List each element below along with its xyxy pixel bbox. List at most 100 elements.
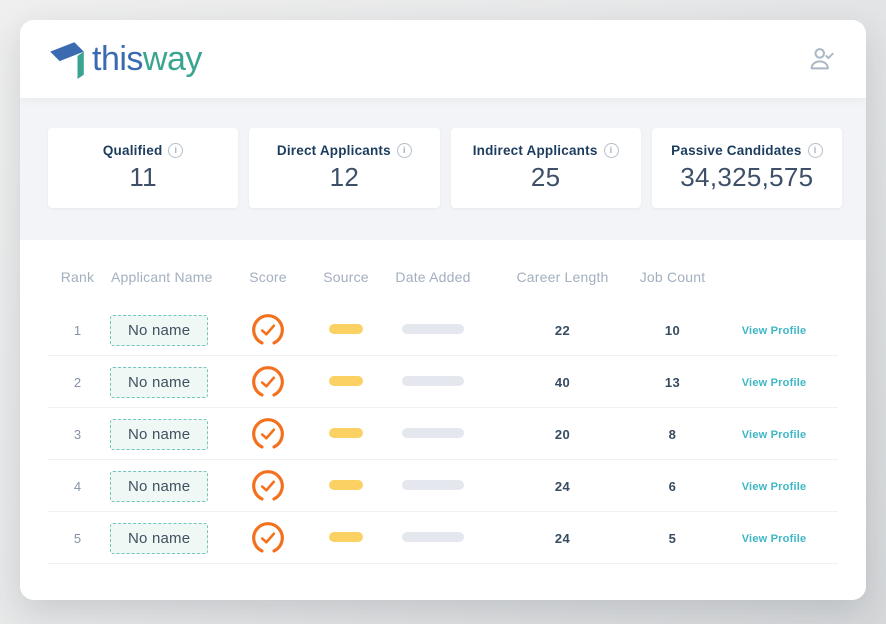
applicant-name-cell: No name	[105, 470, 220, 502]
source-placeholder-bar	[329, 480, 363, 490]
source-placeholder-bar	[329, 376, 363, 386]
source-cell	[316, 529, 376, 547]
date-added-cell	[376, 425, 490, 443]
info-icon[interactable]: i	[168, 143, 184, 158]
info-icon[interactable]: i	[807, 143, 823, 158]
applicant-name-badge: No name	[110, 470, 209, 502]
applicant-name-cell: No name	[105, 522, 220, 554]
column-header-score: Score	[249, 269, 287, 285]
date-added-placeholder-bar	[402, 480, 464, 490]
stat-label-text: Indirect Applicants	[472, 143, 598, 158]
source-cell	[316, 425, 376, 443]
view-profile-link[interactable]: View Profile	[741, 533, 807, 545]
score-gauge-icon	[252, 522, 284, 553]
source-placeholder-bar	[329, 428, 363, 438]
column-header-career-length: Career Length	[516, 269, 609, 285]
logo-text-way: way	[142, 40, 202, 78]
dashboard-card: thisway Qualified i 11 Direct Applicants i…	[20, 20, 866, 600]
applicant-name-badge: No name	[110, 522, 209, 554]
info-icon[interactable]: i	[396, 143, 412, 158]
rank-cell: 2	[73, 374, 82, 390]
score-gauge-icon	[252, 418, 284, 449]
score-cell	[220, 364, 316, 400]
source-cell	[316, 477, 376, 495]
thisway-logo-icon	[50, 42, 84, 79]
job-count-cell: 13	[664, 374, 681, 390]
table-row: 4 No name 24 6 View Profile	[20, 460, 866, 512]
applicant-name-badge: No name	[110, 314, 209, 346]
stat-card-direct-applicants: Direct Applicants i 12	[249, 128, 440, 208]
date-added-cell	[376, 321, 490, 339]
applicant-name-badge: No name	[110, 366, 209, 398]
column-header-job-count: Job Count	[639, 269, 706, 285]
applicant-name-cell: No name	[105, 366, 220, 398]
actions-cell: View Profile	[710, 529, 838, 547]
career-length-cell: 24	[554, 530, 571, 546]
stat-card-passive-candidates: Passive Candidates i 34,325,575	[651, 128, 842, 208]
stat-label: Qualified i	[103, 143, 184, 158]
stat-label-text: Qualified	[102, 143, 163, 158]
actions-cell: View Profile	[710, 373, 838, 391]
score-gauge-icon	[252, 314, 284, 345]
actions-cell: View Profile	[710, 477, 838, 495]
score-gauge-icon	[252, 470, 284, 501]
stat-value: 11	[129, 162, 157, 192]
thisway-logo[interactable]: thisway	[48, 38, 202, 80]
career-length-cell: 22	[554, 322, 571, 338]
info-icon[interactable]: i	[603, 143, 619, 158]
rank-cell: 3	[73, 426, 82, 442]
table-row: 1 No name 22 10 View Profile	[20, 304, 866, 356]
source-cell	[316, 321, 376, 339]
source-cell	[316, 373, 376, 391]
stat-label-text: Passive Candidates	[671, 143, 802, 158]
stat-card-indirect-applicants: Indirect Applicants i 25	[450, 128, 641, 208]
view-profile-link[interactable]: View Profile	[741, 429, 807, 441]
stat-label-text: Direct Applicants	[276, 143, 391, 158]
logo-text: thisway	[92, 42, 202, 76]
score-cell	[220, 416, 316, 452]
score-cell	[220, 520, 316, 556]
column-header-applicant-name: Applicant Name	[111, 269, 213, 285]
table-row: 3 No name 20 8 View Profile	[20, 408, 866, 460]
column-header-source: Source	[323, 269, 369, 285]
view-profile-link[interactable]: View Profile	[741, 481, 807, 493]
logo-text-this: this	[92, 40, 143, 78]
top-bar: thisway	[20, 20, 866, 98]
table-row: 2 No name 40 13 View Profile	[20, 356, 866, 408]
job-count-cell: 6	[668, 478, 677, 494]
career-length-cell: 24	[554, 478, 571, 494]
stat-value: 25	[530, 162, 561, 192]
date-added-placeholder-bar	[402, 532, 464, 542]
job-count-cell: 8	[668, 426, 677, 442]
column-header-date-added: Date Added	[395, 269, 471, 285]
user-check-icon[interactable]	[806, 44, 836, 74]
stat-label: Indirect Applicants i	[473, 143, 619, 158]
job-count-cell: 10	[664, 322, 681, 338]
table-row: 5 No name 24 5 View Profile	[20, 512, 866, 564]
date-added-cell	[376, 529, 490, 547]
table-bottom-padding	[20, 564, 866, 600]
rank-cell: 4	[73, 478, 82, 494]
applicant-name-cell: No name	[105, 314, 220, 346]
source-placeholder-bar	[329, 324, 363, 334]
rank-cell: 5	[73, 530, 82, 546]
actions-cell: View Profile	[710, 321, 838, 339]
column-header-rank: Rank	[60, 269, 95, 285]
date-added-cell	[376, 477, 490, 495]
view-profile-link[interactable]: View Profile	[741, 377, 807, 389]
date-added-placeholder-bar	[402, 324, 464, 334]
stat-card-qualified: Qualified i 11	[48, 128, 239, 208]
stat-label: Direct Applicants i	[277, 143, 412, 158]
source-placeholder-bar	[329, 532, 363, 542]
actions-cell: View Profile	[710, 425, 838, 443]
date-added-placeholder-bar	[402, 428, 464, 438]
job-count-cell: 5	[668, 530, 677, 546]
score-cell	[220, 468, 316, 504]
stat-label: Passive Candidates i	[671, 143, 823, 158]
stat-value: 34,325,575	[680, 162, 814, 192]
view-profile-link[interactable]: View Profile	[741, 325, 807, 337]
stats-band: Qualified i 11 Direct Applicants i 12 Indi…	[20, 98, 866, 240]
score-cell	[220, 312, 316, 348]
applicant-name-cell: No name	[105, 418, 220, 450]
applicant-name-badge: No name	[110, 418, 209, 450]
